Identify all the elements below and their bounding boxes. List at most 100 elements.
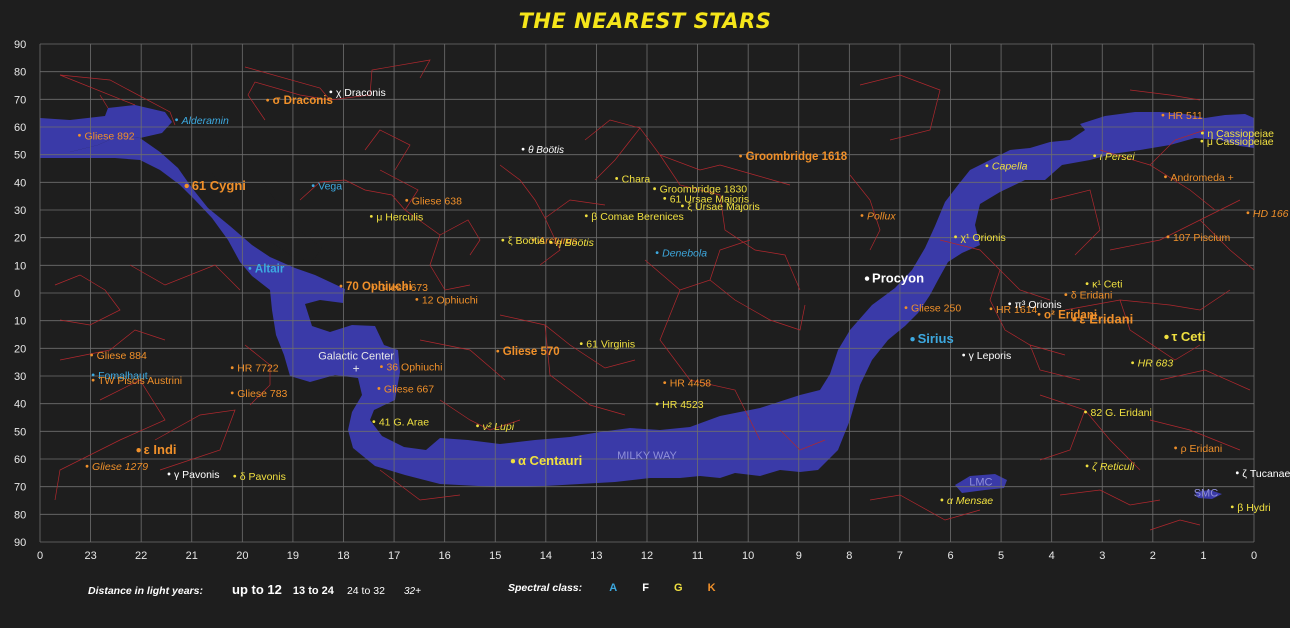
star-label: HR 4523 (662, 399, 704, 411)
star-label: Pollux (867, 211, 896, 223)
star-dot (329, 90, 333, 94)
star-label: β Comae Berenices (591, 211, 683, 223)
star-label: Andromeda + (1170, 172, 1233, 184)
star-dot (369, 214, 373, 218)
star-dot (372, 420, 376, 424)
star-dot (1166, 235, 1170, 239)
star-dot (415, 297, 419, 301)
x-tick-label: 16 (439, 550, 451, 562)
star-dot (91, 378, 95, 382)
star-dot (377, 387, 381, 390)
star-label: δ Pavonis (240, 471, 286, 483)
star-label: Altair (255, 263, 285, 275)
distance-legend-title: Distance in light years: (88, 585, 203, 597)
star-dot (681, 204, 684, 208)
star-dot (531, 238, 535, 242)
x-tick-label: 10 (742, 550, 754, 562)
x-tick-label: 4 (1049, 550, 1055, 562)
star-dot (655, 251, 659, 255)
star-label: Groombridge 1618 (746, 151, 848, 163)
star-label: HR 7722 (237, 363, 279, 375)
star-label: Gliese 638 (412, 195, 462, 207)
star-dot (940, 498, 944, 502)
star-dot (989, 307, 993, 311)
star-label: Fomalhaut (98, 370, 148, 382)
star-label: χ Draconis (336, 87, 386, 99)
star-dot (655, 402, 659, 406)
star-dot (1072, 317, 1077, 322)
y-tick-label: 0 (14, 288, 20, 300)
y-tick-label: 20 (14, 233, 26, 245)
star-label: ε Indi (144, 442, 177, 457)
region-label: SMC (1194, 487, 1219, 499)
x-tick-label: 13 (590, 550, 602, 562)
x-tick-label: 7 (897, 550, 903, 562)
region-labels: Galactic Center MILKY WAY LMC SMC + (318, 350, 1218, 499)
y-tick-label: 30 (14, 205, 26, 217)
y-tick-label: 20 (14, 343, 26, 355)
star-label: 61 Cygni (192, 178, 246, 193)
x-tick-label: 1 (1200, 550, 1206, 562)
star-dot (663, 381, 667, 385)
star-dot (339, 284, 343, 288)
x-tick-label: 3 (1099, 550, 1105, 562)
star-label: Gliese 667 (384, 383, 434, 395)
star-label: Gliese 570 (503, 346, 560, 358)
spectral-legend: Spectral class: A F G K (508, 582, 716, 594)
star-dot (663, 196, 667, 200)
star-label: α Centauri (518, 453, 582, 468)
spectral-legend-title: Spectral class: (508, 582, 583, 594)
star-label: μ Herculis (376, 211, 423, 223)
star-label: Gliese 783 (237, 388, 287, 400)
y-tick-label: 80 (14, 509, 26, 521)
star-dot (910, 337, 915, 342)
star-label: TW Piscis Austrini (98, 375, 182, 387)
region-label: LMC (969, 476, 992, 488)
star-dot (864, 276, 870, 281)
star-label: α Mensae (947, 495, 993, 507)
star-label: ζ Reticuli (1092, 461, 1135, 473)
axis-tick-labels: 0 23 22 21 20 19 18 17 16 15 14 13 12 11 10 9 8 7 6 5 4 3 2 1 09… (14, 39, 1257, 562)
star-dot (405, 198, 409, 202)
x-tick-label: 22 (135, 550, 147, 562)
star-label: σ Draconis (273, 95, 333, 107)
star-label: κ¹ Ceti (1092, 279, 1122, 291)
star-label: 82 G. Eridani (1091, 407, 1152, 419)
star-dot (78, 133, 81, 137)
star-label: χ¹ Orionis (961, 232, 1006, 244)
star-label: 12 Ophiuchi (422, 294, 478, 306)
star-label: θ Boötis (528, 145, 564, 156)
star-label: ξ Boötis (508, 235, 545, 247)
star-label: 70 Ophiuchi (346, 281, 412, 293)
x-tick-label: 23 (84, 550, 96, 562)
star-dot (233, 474, 237, 478)
star-dot (496, 349, 500, 353)
star-label: Capella (992, 161, 1028, 173)
distance-legend: Distance in light years: up to 12 13 to … (88, 582, 421, 597)
star-dot (1235, 471, 1239, 475)
star-label: 41 G. Arae (379, 417, 429, 429)
star-dot (1008, 302, 1012, 306)
x-tick-label: 19 (287, 550, 299, 562)
y-tick-label: 10 (14, 316, 26, 328)
distance-up-to-12: up to 12 (232, 582, 282, 597)
star-label: γ Leporis (969, 350, 1012, 362)
star-label: HR 1614 (996, 304, 1038, 316)
spectral-class-a: A (609, 582, 618, 594)
x-tick-label: 8 (846, 550, 852, 562)
star-dot (501, 238, 505, 242)
y-tick-label: 50 (14, 426, 26, 438)
y-tick-label: 40 (14, 399, 26, 411)
star-dot (184, 183, 189, 189)
star-dot (1164, 334, 1169, 340)
star-label: Deneb­ola (662, 248, 707, 260)
star-label: ν² Lupi (483, 421, 515, 433)
star-label: HR 683 (1138, 358, 1174, 370)
star-dot (311, 184, 315, 188)
star-dot (962, 353, 966, 357)
star-label: μ Cassiopeiae (1207, 136, 1274, 148)
star-label: τ Ceti (1171, 329, 1205, 344)
x-tick-label: 6 (947, 550, 953, 562)
star-label: HD 166 (1253, 208, 1289, 220)
